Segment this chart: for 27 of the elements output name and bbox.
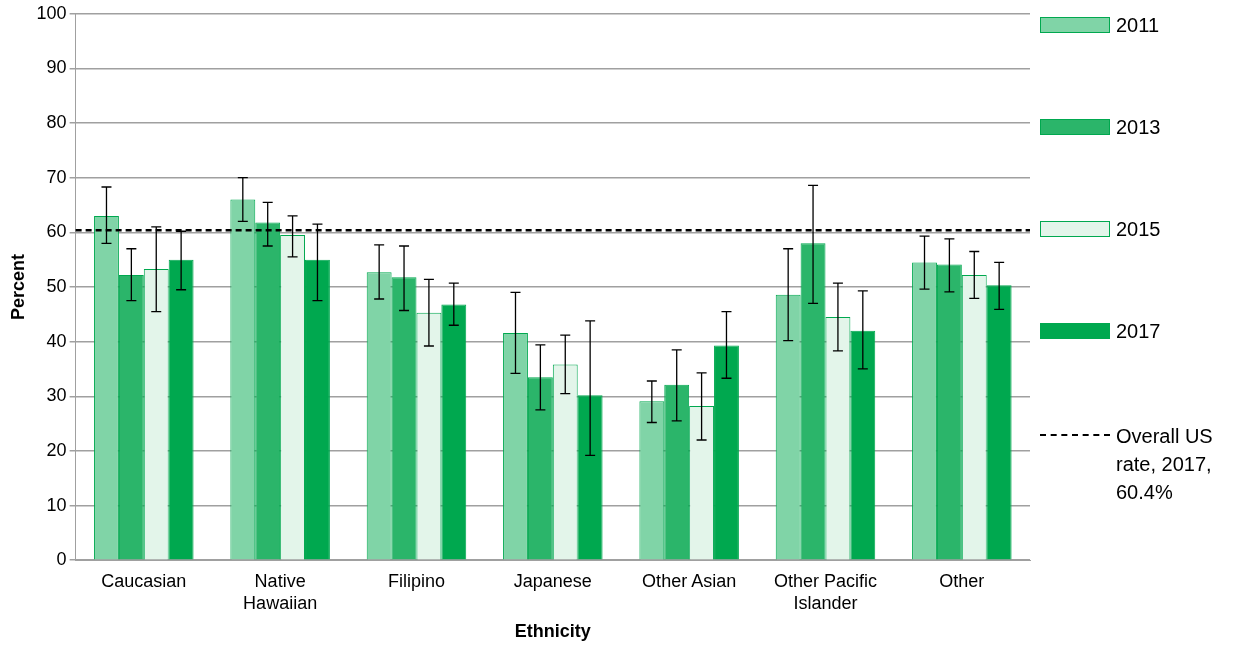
y-tick-label: 20 <box>46 439 67 460</box>
y-tick-label: 0 <box>56 549 67 570</box>
x-tick-label: Caucasian <box>101 570 187 591</box>
bar <box>986 285 1012 560</box>
y-tick-label: 100 <box>36 2 67 23</box>
y-tick-label: 40 <box>46 330 67 351</box>
y-tick-label: 50 <box>46 275 67 296</box>
legend-label: 2017 <box>1116 320 1161 343</box>
bar <box>577 395 603 560</box>
legend-label: 2015 <box>1116 218 1161 241</box>
x-tick-label: Other Pacific Islander <box>773 570 878 613</box>
x-tick-label: Japanese <box>513 570 592 591</box>
x-axis-title: Ethnicity <box>514 621 591 642</box>
y-tick-label: 90 <box>46 57 67 78</box>
legend-label: Overall US rate, 2017, 60.4% <box>1116 424 1214 505</box>
x-tick-label: Native Hawaiian <box>243 570 318 613</box>
legend-label: 2011 <box>1116 14 1160 37</box>
y-tick-label: 10 <box>46 494 67 515</box>
y-tick-label: 60 <box>46 221 67 242</box>
y-tick-label: 30 <box>46 385 67 406</box>
y-tick-label: 80 <box>46 112 67 133</box>
x-tick-label: Other <box>939 570 985 591</box>
y-axis-title: Percent <box>7 253 28 321</box>
legend-label: 2013 <box>1116 116 1161 139</box>
x-tick-label: Other Asian <box>642 570 737 591</box>
x-tick-label: Filipino <box>387 570 445 591</box>
y-tick-label: 70 <box>46 166 67 187</box>
